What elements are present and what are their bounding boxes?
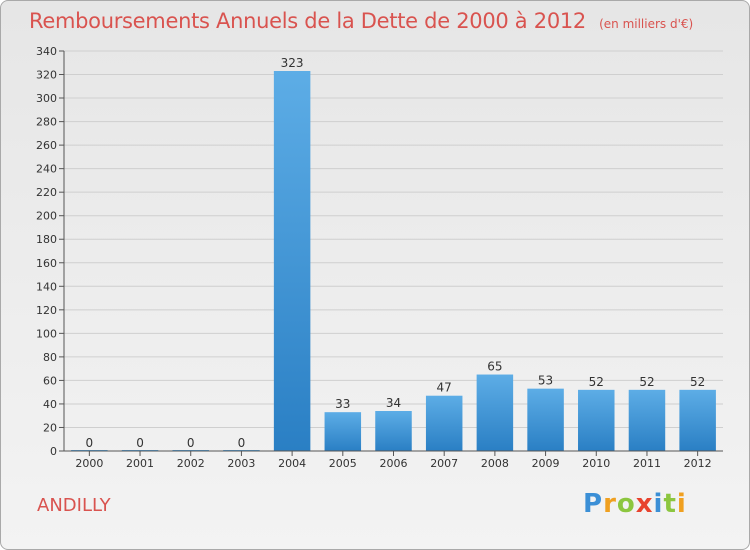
data-label: 47 xyxy=(437,381,452,395)
data-label: 0 xyxy=(86,436,94,450)
bar xyxy=(273,71,311,451)
y-tick-label: 220 xyxy=(36,186,57,199)
chart-unit: (en milliers d'€) xyxy=(599,17,694,31)
x-tick-label: 2000 xyxy=(75,457,103,470)
y-tick-label: 100 xyxy=(36,327,57,340)
x-tick-label: 2002 xyxy=(177,457,205,470)
bar xyxy=(425,395,463,451)
data-label: 52 xyxy=(589,375,604,389)
y-tick-label: 280 xyxy=(36,116,57,129)
bar xyxy=(679,389,716,451)
y-tick-label: 320 xyxy=(36,69,57,82)
bar xyxy=(527,388,564,451)
data-label: 52 xyxy=(639,375,654,389)
proxiti-logo: Proxiti xyxy=(583,489,687,519)
data-label: 65 xyxy=(487,360,502,374)
y-tick-label: 140 xyxy=(36,280,57,293)
x-tick-label: 2011 xyxy=(633,457,661,470)
x-tick-label: 2005 xyxy=(329,457,357,470)
x-tick-label: 2006 xyxy=(380,457,408,470)
x-tick-label: 2009 xyxy=(532,457,560,470)
data-label: 323 xyxy=(281,56,304,70)
grid-layer xyxy=(64,50,723,452)
chart-title: Remboursements Annuels de la Dette de 20… xyxy=(29,9,693,33)
commune-name: ANDILLY xyxy=(37,495,111,516)
y-tick-label: 300 xyxy=(36,92,57,105)
y-tick-label: 60 xyxy=(43,374,57,387)
labels-layer: 0 0 0 0 323 33 34 47 65 53 52 52 52 xyxy=(86,56,706,450)
y-tick-label: 120 xyxy=(36,304,57,317)
x-tick-label: 2001 xyxy=(126,457,154,470)
data-label: 0 xyxy=(136,436,144,450)
bar xyxy=(578,389,615,451)
y-tick-label: 40 xyxy=(43,398,57,411)
y-tick-label: 340 xyxy=(36,45,57,58)
data-label: 0 xyxy=(238,436,246,450)
x-tick-label: 2008 xyxy=(481,457,509,470)
y-tick-label: 0 xyxy=(50,445,57,458)
x-tick-label: 2012 xyxy=(684,457,712,470)
data-label: 52 xyxy=(690,375,705,389)
x-tick-label: 2010 xyxy=(582,457,610,470)
chart-title-text: Remboursements Annuels de la Dette de 20… xyxy=(29,9,586,33)
bar xyxy=(628,389,666,451)
data-label: 53 xyxy=(538,374,553,388)
bar xyxy=(375,411,412,451)
y-tick-label: 160 xyxy=(36,257,57,270)
data-label: 0 xyxy=(187,436,195,450)
axis-layer: 0 20 40 60 80 100 120 140 160 180 200 220 240 260 280 3… xyxy=(36,45,723,470)
bar xyxy=(476,374,514,451)
x-tick-label: 2003 xyxy=(227,457,255,470)
y-tick-label: 240 xyxy=(36,163,57,176)
bars-layer xyxy=(71,71,716,451)
bar xyxy=(324,412,362,451)
x-tick-label: 2007 xyxy=(430,457,458,470)
data-label: 33 xyxy=(335,397,350,411)
y-tick-label: 80 xyxy=(43,351,57,364)
x-tick-label: 2004 xyxy=(278,457,306,470)
y-tick-label: 260 xyxy=(36,139,57,152)
y-tick-label: 200 xyxy=(36,210,57,223)
y-tick-label: 180 xyxy=(36,233,57,246)
y-tick-label: 20 xyxy=(43,421,57,434)
data-label: 34 xyxy=(386,396,401,410)
